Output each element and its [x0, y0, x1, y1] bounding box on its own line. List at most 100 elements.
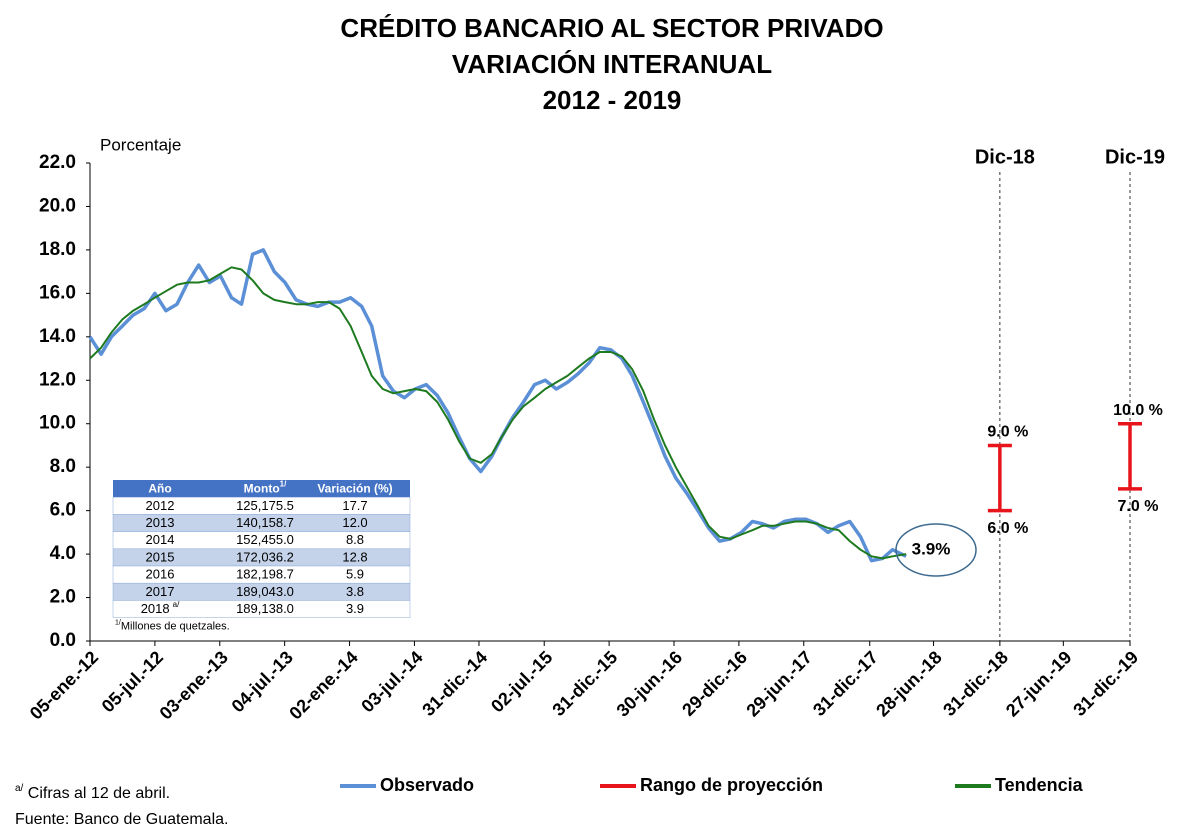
table-cell-text: 17.7 — [342, 498, 367, 513]
table-cell-text: 8.8 — [346, 533, 364, 548]
table-cell: 12.0 — [342, 515, 367, 530]
chart-title: 2012 - 2019 — [543, 85, 682, 115]
x-tick-label: 04-jul.-13 — [228, 647, 297, 716]
range-low-label: 7.0 % — [1118, 498, 1159, 515]
y-tick-label: 4.0 — [50, 543, 76, 564]
range-high-label: 9.0 % — [987, 424, 1028, 441]
table-cell-text: 3.8 — [346, 584, 364, 599]
table-cell-text: 172,036.2 — [236, 550, 294, 565]
chart-title: CRÉDITO BANCARIO AL SECTOR PRIVADO — [340, 13, 883, 43]
x-tick-label: 27-jun.-19 — [1002, 647, 1076, 721]
table-cell: 182,198.7 — [236, 567, 294, 582]
x-tick-label: 31-dic.-18 — [939, 647, 1012, 720]
y-tick-label: 22.0 — [39, 152, 76, 173]
table-cell: 3.9 — [346, 601, 364, 616]
footnote: Fuente: Banco de Guatemala. — [15, 811, 228, 828]
table-cell-text: 2015 — [146, 550, 175, 565]
y-tick-label: 2.0 — [50, 587, 76, 608]
table-cell: 2018 a/ — [141, 600, 180, 616]
y-axis-label: Porcentaje — [100, 135, 181, 154]
x-tick-label: 30-jun.-16 — [613, 647, 687, 721]
y-tick-label: 18.0 — [39, 239, 76, 260]
table-cell: 140,158.7 — [236, 515, 294, 530]
footnote-sup: a/ — [15, 783, 24, 794]
table-cell-text: 2016 — [146, 567, 175, 582]
y-tick-label: 8.0 — [50, 456, 76, 477]
table-cell: 152,455.0 — [236, 533, 294, 548]
y-tick-label: 14.0 — [39, 326, 76, 347]
table-cell: 17.7 — [342, 498, 367, 513]
table-cell-text: 189,138.0 — [236, 601, 294, 616]
table-header: Año — [148, 482, 171, 496]
table-header: Monto1/ — [244, 480, 287, 496]
table-cell: 12.8 — [342, 550, 367, 565]
table-cell: 2012 — [146, 498, 175, 513]
table-cell: 2016 — [146, 567, 175, 582]
table-header-sup: 1/ — [280, 480, 287, 489]
callout-ellipse — [895, 523, 977, 577]
table-cell-text: 2018 — [141, 601, 170, 616]
table-cell: 172,036.2 — [236, 550, 294, 565]
chart-title: VARIACIÓN INTERANUAL — [452, 49, 772, 79]
table-cell-text: 2014 — [146, 533, 175, 548]
table-cell: 2014 — [146, 533, 175, 548]
x-tick-label: 31-dic.-19 — [1069, 647, 1142, 720]
table-header: Variación (%) — [317, 482, 392, 496]
table-header-bg — [113, 480, 410, 498]
table-cell: 189,138.0 — [236, 601, 294, 616]
table-cell-text: 125,175.5 — [236, 498, 294, 513]
table-cell-text: 189,043.0 — [236, 584, 294, 599]
y-tick-label: 10.0 — [39, 413, 76, 434]
x-tick-label: 29-jun.-17 — [742, 647, 816, 721]
legend-label: Tendencia — [995, 775, 1084, 795]
x-tick-label: 31-dic.-15 — [548, 647, 621, 720]
table-cell-text: 182,198.7 — [236, 567, 294, 582]
x-tick-label: 31-dic.-14 — [418, 647, 491, 720]
range-low-label: 6.0 % — [987, 520, 1028, 537]
table-cell: 125,175.5 — [236, 498, 294, 513]
x-tick-label: 31-dic.-17 — [809, 647, 882, 720]
table-header-text: Año — [148, 482, 171, 496]
y-tick-label: 0.0 — [50, 630, 76, 651]
table-header-text: Monto — [244, 482, 280, 496]
x-tick-label: 03-jul.-14 — [357, 647, 426, 716]
table-cell: 189,043.0 — [236, 584, 294, 599]
footnote: a/ Cifras al 12 de abril. — [15, 783, 170, 803]
table-cell-text: 3.9 — [346, 601, 364, 616]
x-tick-label: 05-jul.-12 — [98, 647, 167, 716]
table-cell-text: 12.0 — [342, 515, 367, 530]
y-tick-label: 6.0 — [50, 500, 76, 521]
range-high-label: 10.0 % — [1113, 402, 1163, 419]
table-cell-text: 2013 — [146, 515, 175, 530]
table-row-bg — [112, 600, 411, 618]
x-tick-label: 03-ene.-13 — [156, 647, 232, 723]
series-line — [89, 266, 907, 560]
table-cell-text: 152,455.0 — [236, 533, 294, 548]
table-cell: 2015 — [146, 550, 175, 565]
table-cell: 8.8 — [346, 533, 364, 548]
y-tick-label: 20.0 — [39, 195, 76, 216]
table-cell: 2017 — [146, 584, 175, 599]
y-tick-label: 16.0 — [39, 282, 76, 303]
table-cell-sup: a/ — [173, 600, 180, 609]
table-header-text: Variación (%) — [317, 482, 392, 496]
x-tick-label: 05-ene.-12 — [26, 647, 102, 723]
table-cell: 3.8 — [346, 584, 364, 599]
x-tick-label: 02-jul.-15 — [487, 647, 556, 716]
table-cell-text: 5.9 — [346, 567, 364, 582]
table-cell-text: 2012 — [146, 498, 175, 513]
callout-label: 3.9% — [912, 539, 951, 558]
table-cell-text: 140,158.7 — [236, 515, 294, 530]
table-cell: 5.9 — [346, 567, 364, 582]
x-tick-label: 28-jun.-18 — [872, 647, 946, 721]
period-label: Dic-18 — [975, 146, 1035, 168]
x-tick-label: 02-ene.-14 — [285, 647, 361, 723]
table-cell-text: 12.8 — [342, 550, 367, 565]
period-label: Dic-19 — [1105, 146, 1165, 168]
table-note: 1/Millones de quetzales. — [115, 619, 230, 632]
table-cell-text: 2017 — [146, 584, 175, 599]
table-note-text: Millones de quetzales. — [121, 621, 230, 633]
legend-label: Rango de proyección — [640, 775, 823, 795]
x-tick-label: 29-dic.-16 — [678, 647, 751, 720]
